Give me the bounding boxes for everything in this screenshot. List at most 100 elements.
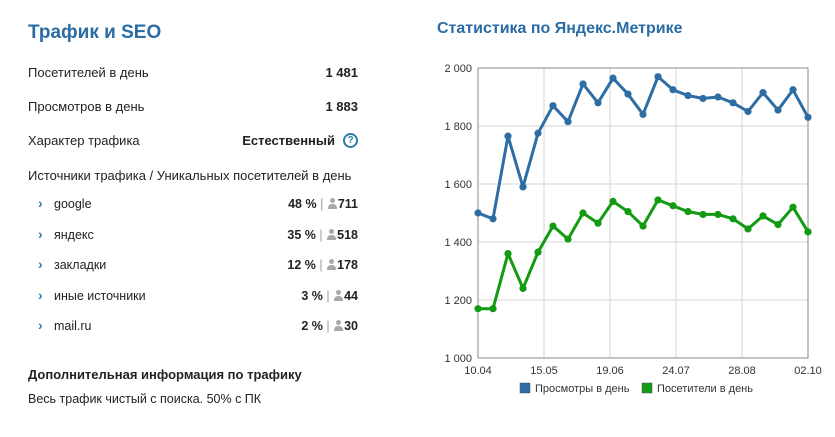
- source-users: 30: [344, 319, 358, 333]
- data-point: [609, 74, 617, 82]
- data-point: [474, 305, 482, 313]
- separator: |: [326, 319, 330, 333]
- data-point: [609, 197, 617, 205]
- additional-info-text: Весь трафик чистый с поиска. 50% с ПК: [28, 392, 262, 406]
- data-point: [534, 248, 542, 256]
- data-point: [744, 107, 752, 116]
- data-point: [759, 212, 767, 220]
- traffic-type-label: Характер трафика: [28, 133, 140, 148]
- source-percent: 48 %: [288, 197, 317, 211]
- data-point: [729, 99, 737, 107]
- chart-title: Статистика по Яндекс.Метрике: [437, 20, 683, 37]
- section-title: Трафик и SEO: [28, 22, 162, 43]
- chevron-right-icon: ›: [38, 256, 43, 272]
- user-icon: [334, 320, 344, 331]
- source-name: яндекс: [54, 228, 94, 242]
- x-tick-label: 19.06: [596, 365, 624, 377]
- data-point: [684, 91, 692, 100]
- legend-label: Посетители в день: [657, 383, 753, 395]
- data-point: [684, 207, 692, 216]
- source-users: 518: [337, 228, 358, 242]
- data-point: [579, 209, 587, 217]
- y-tick-label: 2 000: [444, 63, 472, 75]
- source-percent: 12 %: [287, 258, 316, 272]
- chevron-right-icon: ›: [38, 287, 43, 303]
- data-point: [564, 235, 572, 243]
- legend-label: Просмотры в день: [535, 383, 630, 395]
- source-row-google[interactable]: › google 48 % | 711: [38, 195, 358, 213]
- data-point: [789, 203, 797, 211]
- data-point: [774, 106, 782, 114]
- data-point: [579, 80, 587, 88]
- source-row-mailru[interactable]: › mail.ru 2 % | 30: [38, 317, 358, 335]
- legend-swatch: [641, 382, 653, 394]
- source-row-bookmarks[interactable]: › закладки 12 % | 178: [38, 256, 358, 274]
- separator: |: [319, 228, 323, 242]
- data-point: [519, 183, 527, 191]
- source-name: закладки: [54, 258, 107, 272]
- data-point: [534, 129, 542, 137]
- data-point: [714, 93, 722, 101]
- x-tick-label: 10.04: [464, 365, 492, 377]
- data-point: [759, 89, 767, 97]
- traffic-line-chart: 1 000 1 200 1 400 1 600 1 800 2 000 10.04 15.05…: [444, 63, 822, 395]
- data-point: [474, 209, 482, 217]
- source-row-other[interactable]: › иные источники 3 % | 44: [38, 287, 358, 305]
- data-point: [489, 215, 497, 223]
- source-users: 44: [344, 289, 358, 303]
- source-row-yandex[interactable]: › яндекс 35 % | 518: [38, 226, 358, 244]
- x-tick-label: 02.10: [794, 365, 822, 377]
- source-stat: 2 % | 30: [301, 317, 358, 335]
- data-point: [729, 215, 737, 223]
- data-point: [504, 250, 512, 258]
- source-stat: 12 % | 178: [287, 256, 358, 274]
- y-tick-label: 1 200: [444, 295, 472, 307]
- traffic-type-row: Характер трафика Естественный?: [28, 132, 358, 150]
- visitors-row: Посетителей в день 1 481: [28, 64, 358, 82]
- data-point: [774, 221, 782, 229]
- views-row: Просмотров в день 1 883: [28, 98, 358, 116]
- views-value: 1 883: [325, 99, 358, 114]
- source-users: 178: [337, 258, 358, 272]
- traffic-type-value: Естественный: [242, 133, 335, 148]
- x-tick-label: 15.05: [530, 365, 558, 377]
- sources-header: Источники трафика / Уникальных посетител…: [28, 168, 352, 183]
- data-point: [624, 90, 632, 98]
- chevron-right-icon: ›: [38, 195, 43, 211]
- x-tick-label: 24.07: [662, 365, 690, 377]
- data-point: [699, 210, 707, 219]
- separator: |: [326, 289, 330, 303]
- data-point: [744, 225, 752, 233]
- data-point: [669, 202, 677, 210]
- chevron-right-icon: ›: [38, 226, 43, 242]
- additional-info-header: Дополнительная информация по трафику: [28, 367, 302, 382]
- source-stat: 48 % | 711: [288, 195, 358, 213]
- y-tick-label: 1 600: [444, 179, 472, 191]
- source-name: mail.ru: [54, 319, 92, 333]
- data-point: [564, 118, 572, 126]
- source-percent: 3 %: [301, 289, 323, 303]
- data-point: [669, 86, 677, 94]
- y-tick-label: 1 400: [444, 237, 472, 249]
- data-point: [594, 219, 602, 227]
- source-stat: 35 % | 518: [287, 226, 358, 244]
- data-point: [804, 113, 812, 121]
- data-point: [489, 305, 497, 313]
- y-tick-label: 1 800: [444, 121, 472, 133]
- data-point: [639, 110, 647, 118]
- data-point: [654, 73, 662, 81]
- legend-swatch: [519, 382, 531, 394]
- data-point: [804, 228, 812, 236]
- source-name: google: [54, 197, 92, 211]
- source-percent: 2 %: [301, 319, 323, 333]
- data-point: [594, 99, 602, 107]
- series-line-1: [477, 75, 810, 221]
- traffic-type-value-wrap: Естественный?: [242, 132, 358, 150]
- source-users: 711: [337, 197, 358, 211]
- views-label: Просмотров в день: [28, 99, 145, 114]
- data-point: [549, 222, 557, 230]
- separator: |: [320, 197, 324, 211]
- user-icon: [334, 290, 344, 301]
- visitors-label: Посетителей в день: [28, 65, 149, 80]
- help-icon[interactable]: ?: [343, 133, 358, 149]
